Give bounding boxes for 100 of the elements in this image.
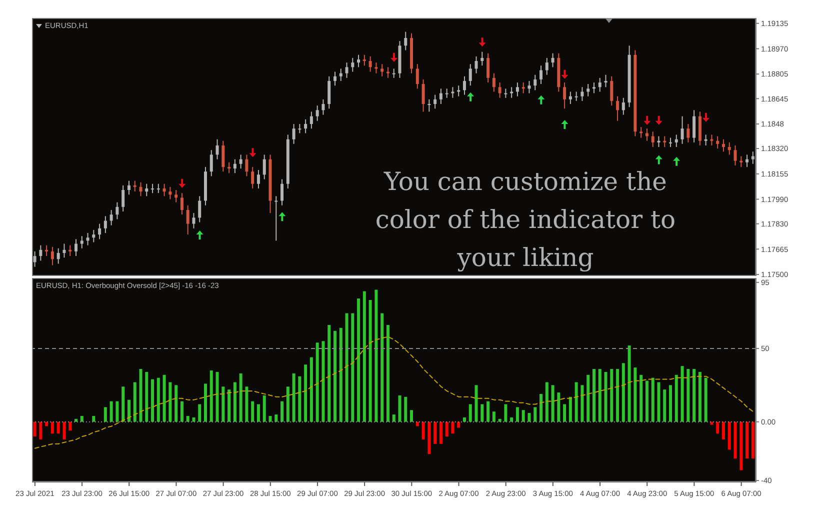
point <box>673 156 680 166</box>
candlestick <box>728 142 731 156</box>
bar <box>374 290 378 422</box>
candlestick <box>162 183 166 197</box>
candlestick <box>180 192 184 216</box>
point <box>644 116 651 125</box>
candlestick <box>568 91 572 104</box>
bar <box>174 385 178 422</box>
candlestick <box>686 123 690 143</box>
bar <box>50 422 54 434</box>
point <box>655 155 662 164</box>
candlestick <box>510 86 514 98</box>
candlestick <box>492 72 496 92</box>
candlestick <box>439 88 442 104</box>
point <box>561 70 568 79</box>
candlestick <box>186 204 190 236</box>
bar <box>698 372 702 422</box>
candlestick <box>616 96 620 122</box>
point <box>278 212 286 222</box>
bar <box>292 373 296 422</box>
candlestick <box>740 156 743 168</box>
candlestick <box>640 126 643 138</box>
bar <box>563 404 566 422</box>
candlestick <box>145 183 148 197</box>
candlestick <box>192 212 196 229</box>
candlestick <box>239 154 242 169</box>
bar <box>522 410 525 422</box>
candlestick <box>110 209 113 226</box>
point <box>467 92 474 102</box>
bar <box>586 374 590 422</box>
bar <box>616 368 620 422</box>
bar <box>634 368 637 422</box>
bar <box>657 382 660 422</box>
bar <box>428 422 431 454</box>
bar <box>56 422 60 434</box>
candlestick <box>534 74 537 91</box>
candlestick <box>663 136 666 148</box>
candlestick <box>746 154 749 168</box>
bar <box>451 422 454 434</box>
bar <box>139 368 142 422</box>
candlestick <box>74 238 78 257</box>
bar <box>116 401 119 422</box>
candlestick <box>80 236 84 249</box>
bar <box>674 374 678 422</box>
candlestick <box>563 82 566 110</box>
candlestick <box>92 229 96 243</box>
bar <box>751 422 754 459</box>
point <box>390 52 398 62</box>
bar <box>280 401 284 422</box>
bar <box>239 373 242 422</box>
bar <box>398 395 402 422</box>
candlestick <box>751 151 754 164</box>
bar <box>151 379 154 422</box>
candlestick <box>580 86 584 102</box>
bar <box>692 368 696 422</box>
candlestick <box>198 196 202 223</box>
bar <box>228 390 231 422</box>
bar <box>386 324 390 422</box>
bar <box>233 382 236 422</box>
candlestick <box>362 54 366 66</box>
bar <box>298 376 302 422</box>
bar <box>110 401 113 422</box>
candlestick <box>457 85 460 97</box>
bar <box>357 298 360 422</box>
candlestick <box>598 77 602 92</box>
candlestick <box>704 134 708 146</box>
bar <box>492 412 496 422</box>
candlestick <box>333 71 336 86</box>
bar <box>457 422 460 428</box>
bar <box>33 422 36 437</box>
candlestick <box>222 140 225 172</box>
bar <box>80 416 84 422</box>
bar <box>245 386 248 422</box>
bar <box>333 330 336 422</box>
candlestick <box>480 51 484 66</box>
bar <box>304 364 308 422</box>
candlestick <box>316 105 319 122</box>
bar <box>728 422 731 450</box>
bar <box>580 385 584 422</box>
bar <box>351 313 354 422</box>
bar <box>286 386 290 422</box>
candlestick <box>304 118 308 134</box>
candlestick <box>680 116 684 144</box>
bar <box>610 368 614 422</box>
bar <box>504 404 508 422</box>
bar <box>339 328 342 422</box>
candlestick <box>404 31 408 51</box>
candlestick <box>104 216 107 234</box>
candlestick <box>127 180 130 196</box>
bar <box>310 357 313 422</box>
point <box>655 116 662 125</box>
candlestick <box>151 183 154 194</box>
candlestick <box>233 158 236 174</box>
candlestick <box>392 68 396 78</box>
bar <box>104 407 107 422</box>
candlestick <box>39 244 42 262</box>
bar <box>256 404 260 422</box>
candlestick <box>339 68 342 82</box>
candlestick <box>528 80 531 94</box>
bar <box>645 380 648 422</box>
